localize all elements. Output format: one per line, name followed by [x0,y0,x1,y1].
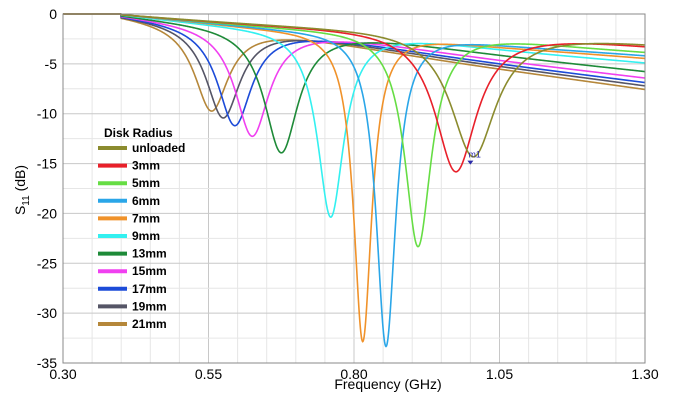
legend-label-3mm: 3mm [132,159,160,173]
marker-label-m1: m1 [468,150,481,160]
legend-label-7mm: 7mm [132,211,160,225]
x-tick-label: 1.30 [631,366,658,382]
y-axis-ticks: 0 -5 -10 -15 -20 -25 -30 -35 [37,6,57,371]
x-tick-label: 0.30 [49,366,76,382]
legend-label-15mm: 15mm [132,264,167,278]
x-axis-ticks: 0.30 0.55 0.80 1.05 1.30 [49,366,658,382]
series-line-9mm [63,13,646,218]
grid-lines [62,13,646,364]
legend-label-6mm: 6mm [132,194,160,208]
marker-triangle-m1 [467,160,474,165]
y-axis-title-main: S [12,206,28,215]
legend-label-21mm: 21mm [132,317,167,331]
series-line-13mm [63,13,646,154]
y-tick-label: -35 [37,355,57,371]
y-axis-title-sub: 11 [21,195,32,206]
x-tick-label: 0.80 [340,366,367,382]
marker-layer: m1 [467,150,481,165]
legend-label-19mm: 19mm [132,299,167,313]
y-axis-title-unit: (dB) [12,165,28,195]
legend: Disk Radius unloaded 3mm 5mm 6mm 7mm 9mm 13mm 1… [98,126,185,331]
series-line-15mm [63,13,646,138]
y-axis-title: S11 (dB) [12,165,32,215]
plot-border [62,13,646,364]
legend-title: Disk Radius [104,126,173,140]
y-tick-label: -20 [37,205,57,221]
y-tick-label: -15 [37,156,57,172]
y-tick-label: -10 [37,106,57,122]
y-tick-label: 0 [49,6,57,22]
legend-label-9mm: 9mm [132,229,160,243]
legend-label-13mm: 13mm [132,247,167,261]
y-tick-label: -25 [37,255,57,271]
y-tick-label: -5 [45,56,58,72]
legend-label-unloaded: unloaded [132,141,185,155]
series-layer [63,13,646,348]
y-tick-label: -30 [37,305,57,321]
x-tick-label: 0.55 [195,366,222,382]
series-line-unloaded [63,13,646,158]
legend-label-5mm: 5mm [132,176,160,190]
series-line-19mm [63,13,646,119]
legend-label-17mm: 17mm [132,282,167,296]
x-axis-title: Frequency (GHz) [334,376,441,392]
plot-area: m1 [62,13,646,364]
x-tick-label: 1.05 [486,366,513,382]
series-line-21mm [63,13,646,112]
